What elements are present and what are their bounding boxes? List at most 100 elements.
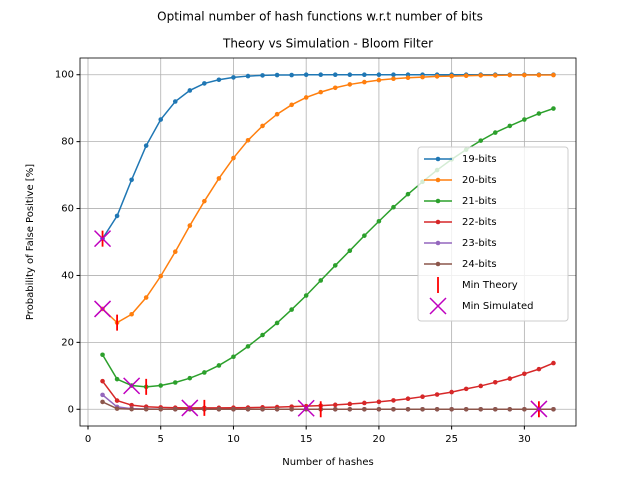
min-simulated-marker (123, 377, 141, 395)
x-tick-label: 30 (518, 434, 531, 445)
legend-label: 22-bits (462, 217, 497, 228)
point (478, 138, 484, 143)
point (391, 406, 396, 412)
point (274, 320, 280, 326)
min-simulated-marker (297, 399, 315, 417)
point (129, 406, 134, 412)
point (435, 219, 441, 225)
point (172, 406, 178, 412)
point (492, 406, 498, 412)
point (420, 74, 425, 80)
point (245, 406, 251, 412)
point (216, 363, 222, 368)
legend-box (417, 146, 569, 322)
point (289, 307, 294, 312)
point (129, 311, 134, 317)
point (245, 73, 251, 79)
y-tick-label: 60 (61, 204, 74, 215)
point (143, 143, 149, 148)
point (260, 406, 265, 412)
point (362, 72, 367, 78)
legend-label: 24-bits (462, 259, 497, 270)
point (391, 204, 396, 210)
point (347, 248, 353, 253)
point (463, 73, 469, 79)
point (143, 295, 149, 300)
point (216, 406, 222, 412)
x-tick-label: 10 (227, 434, 240, 445)
point (114, 398, 120, 403)
point (435, 198, 441, 204)
point (332, 72, 338, 78)
point (231, 155, 236, 161)
point (172, 249, 178, 255)
legend-label: 20-bits (462, 175, 497, 186)
point (158, 273, 164, 279)
point (158, 406, 164, 412)
x-tick-label: 20 (373, 434, 386, 445)
point (434, 406, 440, 412)
x-tick-label: 25 (445, 434, 458, 445)
min-simulated-marker (429, 297, 447, 315)
x-tick-label: 5 (158, 434, 164, 445)
point (202, 370, 207, 375)
legend-label: Min Theory (462, 280, 518, 291)
min-simulated-marker (530, 400, 548, 418)
y-axis-label: Probability of False Positive [%] (25, 164, 36, 320)
point (332, 402, 338, 408)
point (478, 383, 484, 389)
point (187, 88, 193, 93)
point (202, 198, 207, 204)
y-tick-label: 100 (55, 70, 74, 81)
point (551, 406, 556, 412)
x-axis-label: Number of hashes (282, 457, 374, 468)
series-line (102, 401, 554, 411)
legend-label: 19-bits (462, 154, 497, 165)
point (420, 406, 425, 412)
point (216, 176, 222, 181)
point (551, 106, 556, 111)
suptitle: Optimal number of hash functions w.r.t n… (157, 10, 483, 24)
point (332, 406, 338, 412)
point (274, 111, 280, 117)
point (449, 406, 454, 412)
point (347, 401, 353, 407)
point (522, 72, 527, 78)
point (260, 73, 265, 78)
point (187, 223, 193, 228)
point (260, 123, 265, 129)
point (435, 177, 441, 183)
point (376, 218, 382, 224)
legend-label: 23-bits (462, 238, 497, 249)
point (114, 376, 120, 382)
point (129, 177, 134, 183)
point (172, 99, 178, 104)
point (100, 392, 105, 398)
point (434, 392, 440, 397)
point (376, 399, 382, 405)
axes-frame (79, 57, 577, 427)
point (478, 73, 484, 78)
point (362, 406, 367, 412)
point (376, 77, 382, 83)
point (362, 79, 367, 85)
point (187, 375, 193, 381)
point (507, 376, 513, 381)
series-line (102, 74, 554, 324)
x-tick-label: 15 (300, 434, 313, 445)
point (274, 72, 280, 78)
point (434, 74, 440, 79)
point (318, 89, 324, 95)
point (463, 406, 469, 412)
point (231, 406, 236, 412)
series-line (101, 107, 554, 388)
point (391, 76, 396, 82)
point (260, 332, 265, 338)
point (405, 75, 411, 81)
point (420, 394, 425, 399)
y-tick-label: 0 (68, 404, 74, 415)
chart-title: Theory vs Simulation - Bloom Filter (222, 37, 433, 51)
point (303, 95, 309, 100)
